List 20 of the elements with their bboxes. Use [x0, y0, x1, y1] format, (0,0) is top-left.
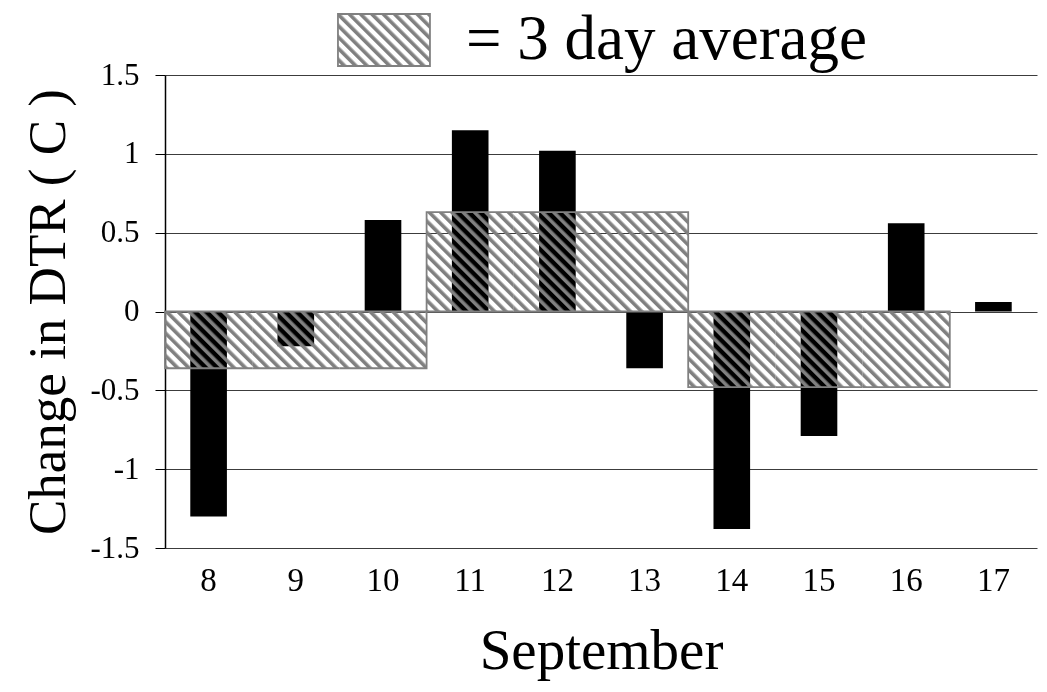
y-tick-label: 0.5	[100, 214, 140, 250]
x-tick-label: 10	[366, 561, 400, 598]
legend-label: = 3 day average	[465, 3, 868, 73]
x-tick-label: 12	[540, 561, 574, 598]
x-tick-label: 11	[454, 561, 487, 598]
x-tick-label: 9	[287, 561, 305, 598]
x-tick-label: 13	[628, 561, 662, 598]
x-tick-label: 17	[976, 561, 1010, 598]
x-tick-label: 14	[715, 561, 749, 598]
x-tick-label: 16	[889, 561, 923, 598]
y-tick-label: -1	[113, 450, 140, 486]
y-tick-label: -1.5	[90, 529, 140, 565]
x-axis-title: September	[479, 617, 724, 681]
y-tick-label: 1	[124, 135, 140, 171]
x-tick-label: 15	[802, 561, 836, 598]
x-tick-label: 8	[200, 561, 217, 598]
y-tick-label: 1.5	[100, 56, 140, 92]
y-tick-label: 0	[124, 293, 140, 328]
y-tick-label: -0.5	[90, 371, 140, 407]
y-axis-title: Change in DTR ( C )	[18, 88, 78, 536]
